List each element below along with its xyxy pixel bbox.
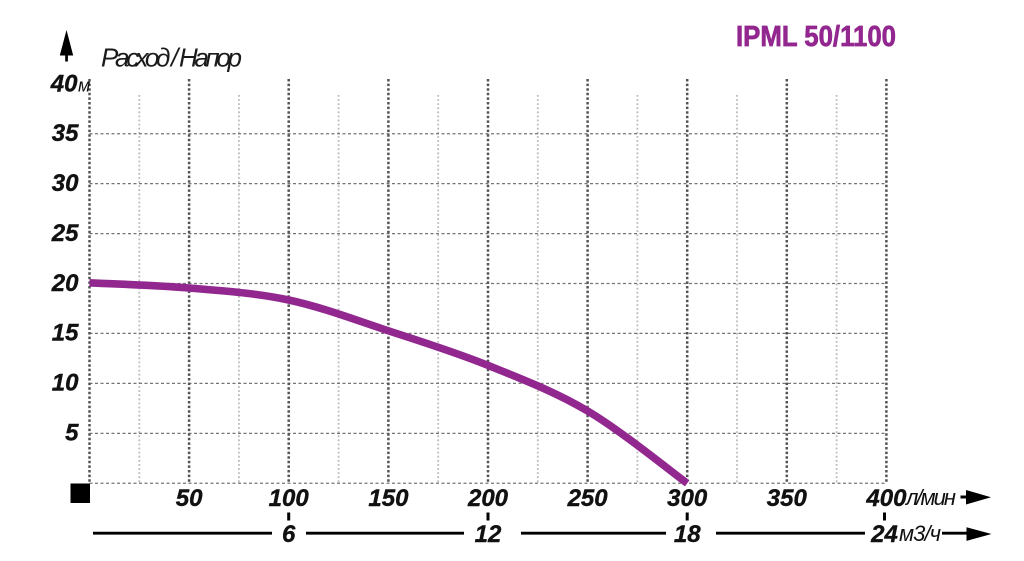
svg-text:35: 35: [52, 120, 79, 147]
svg-text:6: 6: [282, 521, 296, 548]
svg-text:400: 400: [865, 485, 907, 512]
svg-text:м3/ч: м3/ч: [899, 521, 941, 546]
svg-text:24: 24: [870, 521, 898, 548]
svg-text:200: 200: [467, 485, 509, 512]
svg-text:300: 300: [667, 485, 708, 512]
svg-text:20: 20: [51, 270, 79, 297]
svg-text:30: 30: [52, 170, 79, 197]
svg-text:10: 10: [52, 370, 79, 397]
svg-text:15: 15: [52, 320, 79, 347]
svg-text:12: 12: [475, 521, 502, 548]
svg-text:18: 18: [674, 521, 701, 548]
svg-text:Расход / Напор: Расход / Напор: [101, 43, 242, 73]
svg-text:25: 25: [51, 220, 79, 247]
svg-text:IPML 50/1100: IPML 50/1100: [736, 21, 896, 53]
svg-text:350: 350: [767, 485, 808, 512]
svg-text:40: 40: [50, 70, 78, 97]
svg-text:л/мин: л/мин: [904, 485, 956, 510]
svg-text:50: 50: [176, 485, 203, 512]
svg-text:250: 250: [567, 485, 609, 512]
svg-text:м: м: [78, 75, 90, 95]
svg-text:5: 5: [65, 420, 79, 447]
svg-text:100: 100: [269, 485, 310, 512]
svg-text:150: 150: [368, 485, 409, 512]
